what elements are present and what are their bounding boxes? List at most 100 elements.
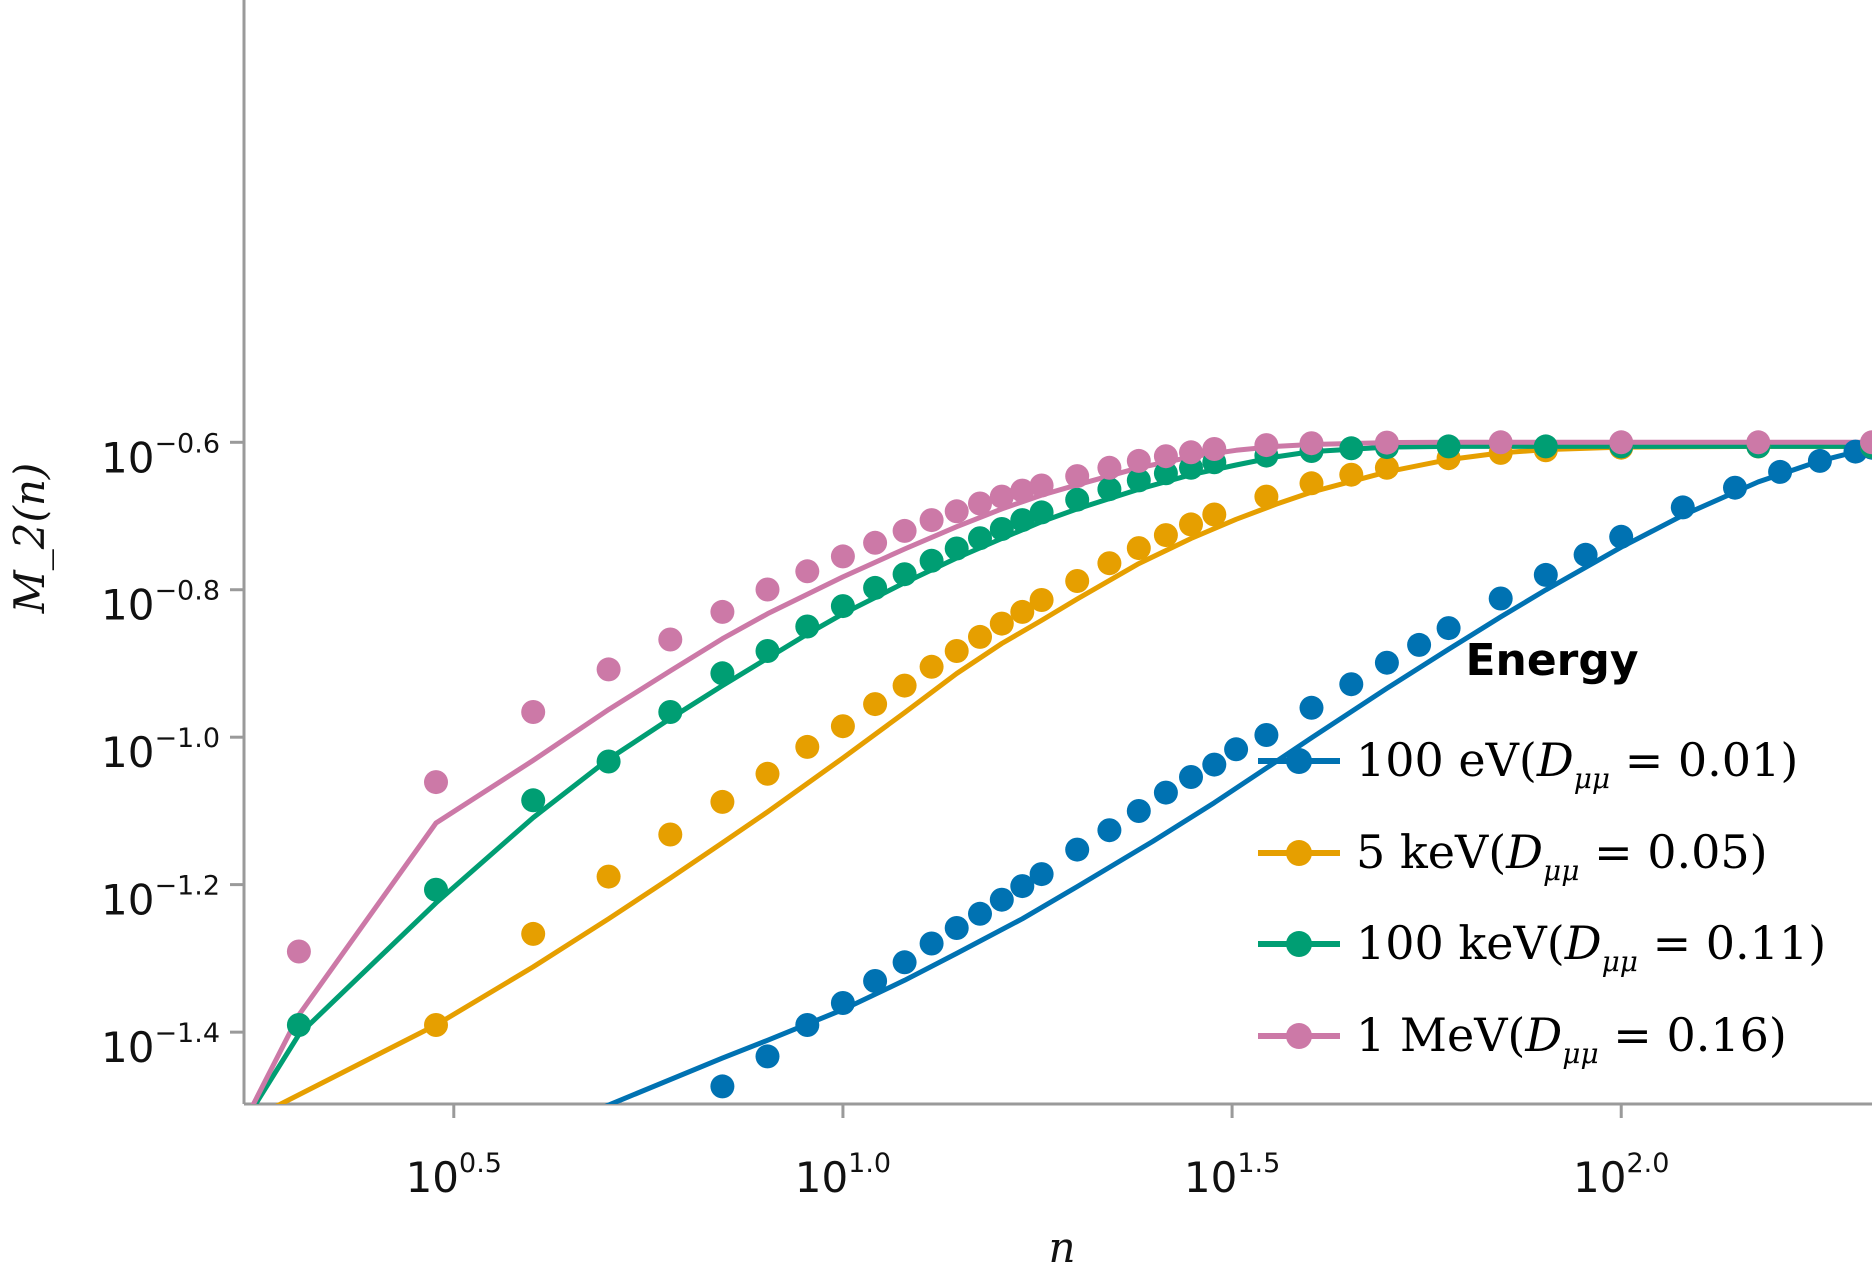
series-0-point [1010,874,1035,899]
series-2-point [1065,487,1090,512]
series-1-point [944,639,969,663]
series-0-point [892,950,917,975]
series-3-point [1126,448,1151,473]
y-tick-label: 10−1.0 [101,723,220,777]
series-0-point [1723,475,1747,500]
series-3-point [596,657,621,682]
x-tick-label: 101.5 [1184,1148,1280,1202]
series-3-point [944,499,969,524]
series-0-point [1224,737,1249,762]
series-2-point [658,700,683,724]
series-0-point [1065,837,1090,862]
legend-swatch-marker [1286,1023,1312,1049]
series-3-point [1153,444,1178,469]
y-axis-title: M_2(n) [5,463,54,615]
series-3-point [1097,455,1122,480]
series-0-point [1374,650,1399,675]
series-3-point [1488,430,1513,455]
series-3-point [968,491,992,516]
series-0-point [1670,495,1695,520]
series-2-point [1339,436,1364,461]
series-3-point [521,700,546,724]
legend-swatch-marker [1286,748,1312,774]
series-3-point [1746,430,1771,455]
series-2-point [795,614,820,639]
series-0-point [863,969,888,993]
series-3-point [755,577,780,602]
legend-label: 1 MeV(Dμμ = 0.16) [1356,1008,1787,1070]
series-1-point [1202,502,1227,527]
series-2-point [919,548,944,573]
series-2-point [863,575,888,600]
series-1-point [1374,455,1399,480]
series-2-point [424,877,448,902]
series-1-point [863,692,888,717]
axes [242,0,1872,1106]
series-3-point [710,599,735,624]
legend-swatch-marker [1286,931,1312,957]
series-3-point [830,544,855,569]
series-3-point [658,627,683,652]
series-0-point [1202,752,1227,777]
series-0-point [1533,562,1558,587]
series-0-point [968,901,992,926]
series-2-point [286,1013,311,1037]
series-0-point [710,1074,735,1099]
series-0-point [944,916,969,940]
series-2-point [1097,477,1122,502]
series-3-point [1179,440,1203,465]
series-3-point [1029,473,1054,498]
series-1-point [989,611,1014,636]
series-0-point [755,1044,780,1069]
x-ticks: 100.5 101.0 101.5 102.0 [406,1104,1669,1202]
legend-label: 5 keV(Dμμ = 0.05) [1356,825,1768,887]
series-0-point [1126,799,1151,823]
series-1-point [710,789,735,814]
series-0-point [919,931,944,956]
series-2-point [1533,434,1558,459]
series-1-point [1254,484,1279,509]
series-1-point [1097,551,1122,576]
series-1-point [1126,536,1151,561]
series-3-point [1609,430,1634,455]
series-3-point [1010,478,1035,503]
series-0-point [1488,586,1513,611]
series-0-point [830,991,855,1015]
series-0-point [1573,542,1598,567]
series-0-point [1029,862,1054,887]
series-0-point [1609,524,1634,549]
series-1-point [968,624,992,649]
y-tick-label: 10−1.4 [101,1018,220,1072]
series-2-point [710,661,735,686]
series-3-point [1374,430,1399,455]
series-1-point [1179,512,1203,537]
series-2-point [1010,508,1035,533]
series-3-point [1860,430,1872,455]
series-1-point [1065,569,1090,593]
series-0-point [1407,632,1432,657]
series-2-point [989,517,1014,541]
series-0-point [1299,695,1324,720]
series-0-point [795,1013,820,1037]
series-0-point [989,887,1014,912]
series-2-point [521,788,546,813]
series-2-point [1126,468,1151,493]
series-1-point [1299,471,1324,496]
series-3-point [424,770,448,795]
series-2-point [1436,434,1461,459]
legend-title: Energy [1465,635,1638,686]
series-1-point [755,761,780,786]
series-3-curve [250,439,1872,1104]
legend-swatch-marker [1286,840,1312,866]
series-1-point [795,734,820,759]
series-0-point [1153,780,1178,805]
series-3-point [286,939,311,964]
series-3-point [863,530,888,555]
series-1-point [1010,599,1035,624]
series-2-point [1029,500,1054,525]
series-1-point [830,714,855,739]
series-0-point [1097,818,1122,843]
x-axis-title: n [1048,1223,1075,1272]
series-1-point [919,654,944,679]
